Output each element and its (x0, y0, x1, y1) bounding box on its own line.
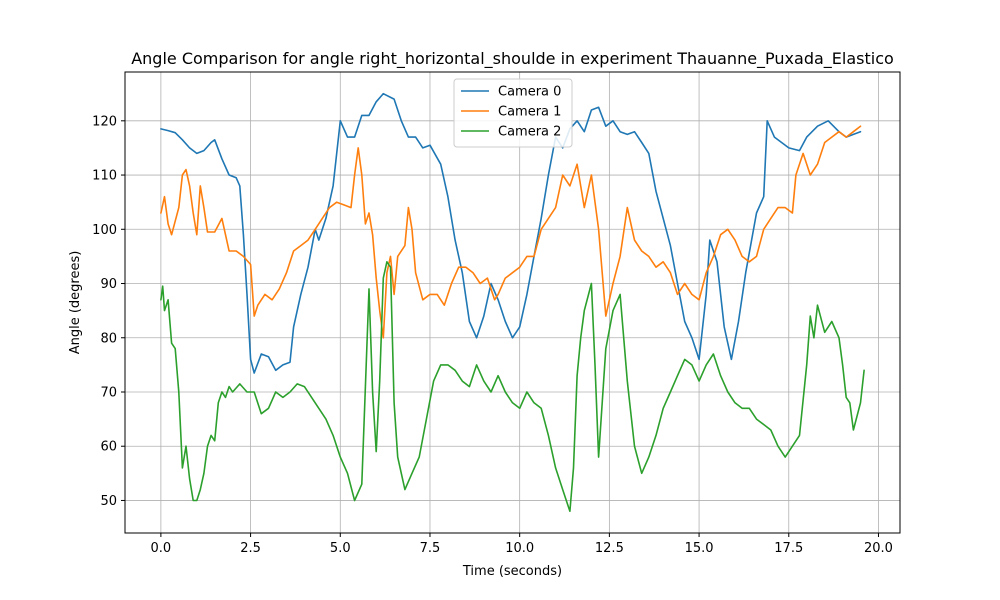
y-axis-label: Angle (degrees) (68, 251, 83, 355)
y-tick-label: 100 (92, 223, 117, 238)
legend: Camera 0 Camera 1 Camera 2 (453, 78, 573, 148)
series-line-camera-2 (160, 261, 865, 513)
x-tick-label: 0.0 (151, 541, 172, 556)
series-lines (160, 92, 865, 513)
x-tick-label: 20.0 (864, 541, 893, 556)
x-tick-label: 17.5 (774, 541, 803, 556)
series-line-camera-0 (160, 92, 862, 374)
x-tick-label: 12.5 (595, 541, 624, 556)
y-tick-label: 80 (100, 331, 117, 346)
plot-frame (124, 71, 901, 534)
x-tick-label: 5.0 (330, 541, 351, 556)
y-axis-ticks: 50 60 70 80 90 100 110 120 (92, 114, 125, 509)
x-tick-label: 2.5 (240, 541, 261, 556)
y-tick-label: 50 (100, 494, 117, 509)
x-tick-label: 7.5 (420, 541, 441, 556)
y-tick-label: 60 (100, 440, 117, 455)
x-tick-label: 10.0 (505, 541, 534, 556)
y-tick-label: 90 (100, 277, 117, 292)
legend-label-camera-2: Camera 2 (498, 125, 561, 140)
legend-label-camera-0: Camera 0 (498, 85, 561, 100)
legend-box (453, 78, 573, 148)
chart-title: Angle Comparison for angle right_horizon… (131, 49, 894, 69)
legend-label-camera-1: Camera 1 (498, 105, 561, 120)
x-tick-label: 15.0 (685, 541, 714, 556)
y-tick-label: 70 (100, 385, 117, 400)
series-line-camera-1 (160, 125, 862, 339)
y-tick-label: 110 (92, 169, 117, 184)
y-tick-label: 120 (92, 114, 117, 129)
x-axis-ticks: 0.0 2.5 5.0 7.5 10.0 12.5 15.0 17.5 20.0 (151, 533, 893, 556)
x-axis-label: Time (seconds) (462, 564, 562, 579)
